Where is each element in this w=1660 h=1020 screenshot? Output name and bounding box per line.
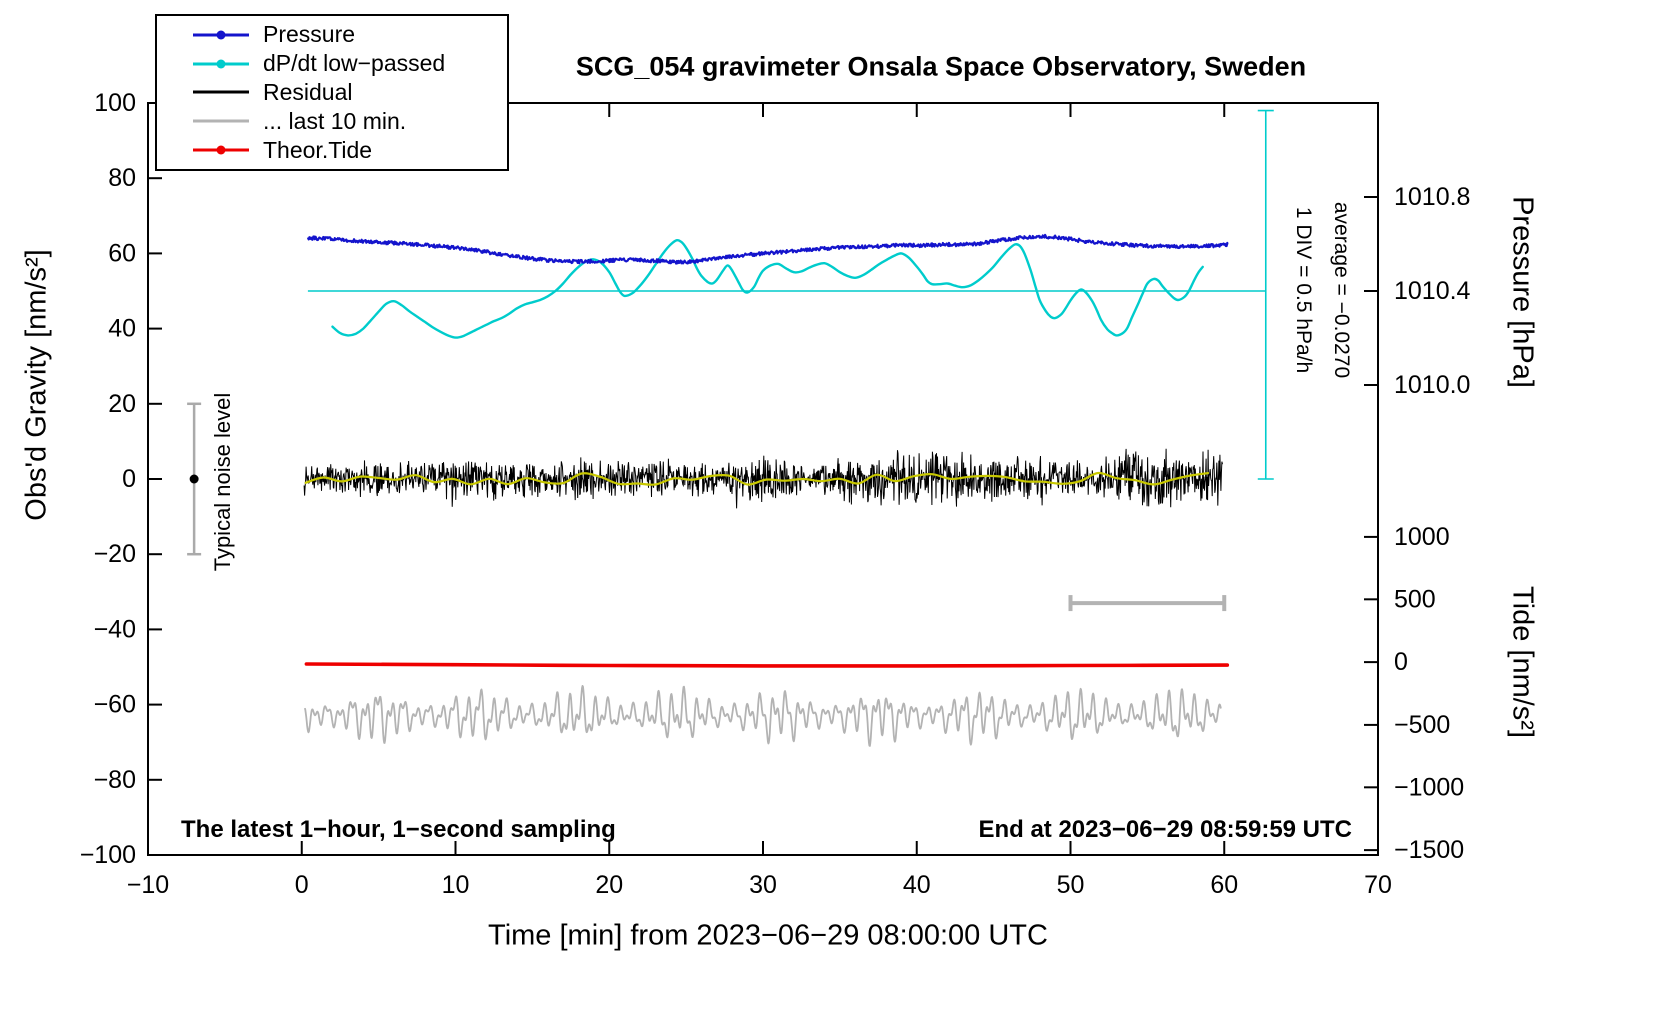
x-tick-label: 20 bbox=[595, 871, 623, 899]
legend-sample-last10 bbox=[193, 116, 249, 126]
last10-series-line bbox=[303, 685, 1222, 747]
x-tick-label: −10 bbox=[127, 871, 169, 899]
annotation-layer bbox=[187, 109, 1274, 612]
x-axis-title: Time [min] from 2023−06−29 08:00:00 UTC bbox=[488, 919, 1048, 952]
y-tick-label: 20 bbox=[108, 390, 136, 418]
y-axis-title-tide: Tide [nm/s²] bbox=[1506, 585, 1539, 739]
y-tick-label: 0 bbox=[122, 465, 136, 493]
x-tick-label: 10 bbox=[442, 871, 470, 899]
legend-label: Theor.Tide bbox=[263, 136, 373, 163]
right-tick-label: 0 bbox=[1394, 648, 1408, 676]
y-tick-label: −40 bbox=[94, 615, 136, 643]
y-tick-label: 100 bbox=[94, 89, 136, 117]
legend-item-last10: ... last 10 min. bbox=[157, 107, 507, 135]
residual-lowpass-line bbox=[304, 471, 1210, 486]
legend: Pressure dP/dt low−passed Residual ... l… bbox=[155, 14, 509, 171]
noise-bar-dot bbox=[189, 474, 199, 484]
noise-level-annotation: Typical noise level bbox=[210, 392, 235, 572]
legend-sample-tide bbox=[193, 145, 249, 155]
x-tick-label: 60 bbox=[1210, 871, 1238, 899]
legend-label: ... last 10 min. bbox=[263, 107, 407, 134]
right-tick-label: 1000 bbox=[1394, 523, 1450, 551]
right-tick-label: −500 bbox=[1394, 711, 1450, 739]
y-tick-label: −80 bbox=[94, 766, 136, 794]
x-tick-label: 40 bbox=[903, 871, 931, 899]
legend-item-dpdt: dP/dt low−passed bbox=[157, 50, 507, 78]
x-tick-label: 0 bbox=[295, 871, 309, 899]
right-tick-label: −1500 bbox=[1394, 836, 1464, 864]
y-axis-title-gravity: Obs'd Gravity [nm/s²] bbox=[20, 249, 53, 521]
chart-title: SCG_054 gravimeter Onsala Space Observat… bbox=[575, 51, 1307, 82]
right-tick-label: 1010.4 bbox=[1394, 277, 1471, 305]
tide-series-line bbox=[304, 662, 1230, 668]
y-tick-label: 80 bbox=[108, 164, 136, 192]
legend-dot-marker bbox=[216, 59, 226, 69]
legend-sample-residual bbox=[193, 87, 249, 97]
right-tick-label: −1000 bbox=[1394, 773, 1464, 801]
legend-item-pressure: Pressure bbox=[157, 21, 507, 49]
legend-line-swatch bbox=[193, 90, 249, 94]
right-tick-label: 1010.0 bbox=[1394, 371, 1470, 399]
x-tick-label: 50 bbox=[1057, 871, 1085, 899]
dpdt-series-line bbox=[331, 238, 1204, 339]
right-tick-label: 1010.8 bbox=[1394, 183, 1470, 211]
x-tick-label: 70 bbox=[1364, 871, 1392, 899]
legend-label: Pressure bbox=[263, 21, 356, 48]
y-axis-title-pressure: Pressure [hPa] bbox=[1506, 196, 1539, 388]
legend-label: dP/dt low−passed bbox=[263, 50, 446, 77]
pressure-series-line bbox=[306, 233, 1229, 265]
y-tick-label: 40 bbox=[108, 315, 136, 343]
y-tick-label: 60 bbox=[108, 239, 136, 267]
legend-item-residual: Residual bbox=[157, 78, 507, 106]
legend-sample-dpdt bbox=[193, 59, 249, 69]
x-tick-label: 30 bbox=[749, 871, 777, 899]
y-tick-label: −20 bbox=[94, 540, 136, 568]
right-tick-label: 500 bbox=[1394, 585, 1436, 613]
legend-dot-marker bbox=[216, 30, 226, 40]
legend-label: Residual bbox=[263, 78, 353, 105]
div-scale-annotation: 1 DIV = 0.5 hPa/h bbox=[1292, 206, 1315, 374]
legend-item-theor-tide: Theor.Tide bbox=[157, 136, 507, 164]
y-tick-label: −100 bbox=[80, 841, 136, 869]
legend-sample-pressure bbox=[193, 30, 249, 40]
end-time-note: End at 2023−06−29 08:59:59 UTC bbox=[978, 816, 1352, 843]
legend-dot-marker bbox=[216, 145, 226, 155]
legend-line-swatch bbox=[193, 119, 249, 123]
average-annotation: average = −0.0270 bbox=[1330, 201, 1353, 379]
y-tick-label: −60 bbox=[94, 691, 136, 719]
axes-layer: −10 0 10 20 30 40 50 60 70100806040200−20−40−60−… bbox=[80, 89, 1471, 899]
sampling-note: The latest 1−hour, 1−second sampling bbox=[181, 816, 616, 843]
series-layer bbox=[303, 233, 1230, 747]
